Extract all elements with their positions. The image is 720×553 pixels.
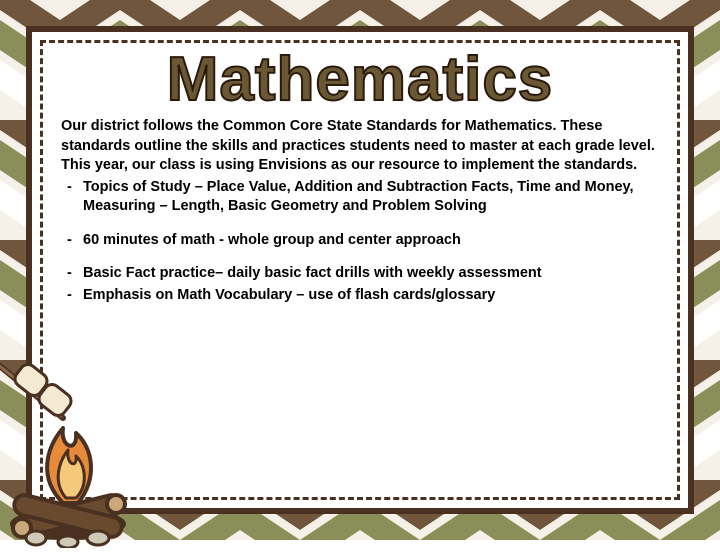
bullet-dash: - [61,264,83,284]
bullet-text: Topics of Study – Place Value, Addition … [83,178,659,217]
bullet-text: Basic Fact practice– daily basic fact dr… [83,264,659,284]
bullet-text: 60 minutes of math - whole group and cen… [83,231,659,251]
bullet-dash: - [61,178,83,217]
bullet-topics: - Topics of Study – Place Value, Additio… [61,178,659,217]
intro-paragraph: Our district follows the Common Core Sta… [61,117,659,176]
bullet-text: Emphasis on Math Vocabulary – use of fla… [83,286,659,306]
body-copy: Our district follows the Common Core Sta… [61,117,659,306]
campfire-icon [10,428,126,548]
marshmallow-stick-icon [0,348,74,419]
bullet-vocab: - Emphasis on Math Vocabulary – use of f… [61,286,659,306]
campfire-illustration [0,338,148,548]
page-title: Mathematics [61,49,659,111]
bullet-dash: - [61,286,83,306]
bullet-facts: - Basic Fact practice– daily basic fact … [61,264,659,284]
bullet-minutes: - 60 minutes of math - whole group and c… [61,231,659,251]
bullet-dash: - [61,231,83,251]
